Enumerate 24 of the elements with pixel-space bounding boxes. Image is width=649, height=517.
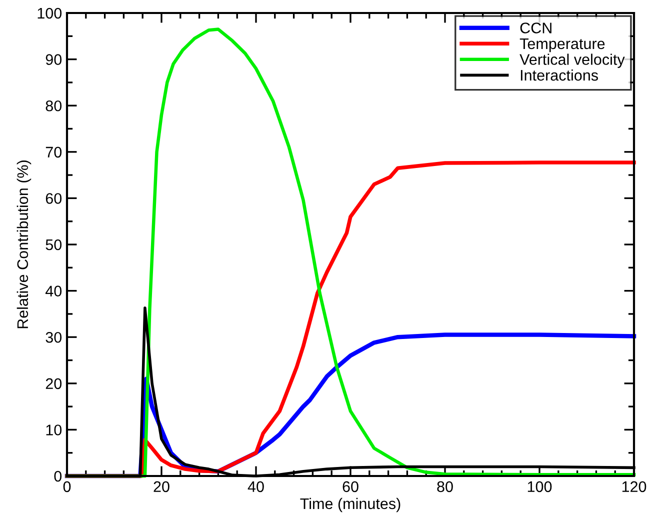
x-tick-label: 60 [342,481,358,492]
x-tick-label: 80 [437,481,453,492]
x-tick-label: 40 [248,481,264,492]
legend-label: CCN [520,22,552,34]
y-tick-label: 0 [54,470,62,482]
legend-label: Vertical velocity [520,54,625,68]
x-axis-title: Time (minutes) [300,498,400,512]
x-tick-label: 0 [63,481,71,492]
x-tick-label: 100 [528,481,552,492]
y-tick-label: 90 [46,54,62,65]
x-tick-label: 20 [154,481,170,492]
y-tick-label: 20 [46,378,62,390]
y-tick-label: 50 [46,239,62,250]
y-tick-label: 100 [38,8,62,19]
y-tick-label: 60 [46,193,62,204]
y-tick-label: 80 [46,100,62,112]
legend-label: Interactions [520,69,598,81]
y-tick-label: 40 [46,286,62,296]
y-tick-label: 10 [46,424,62,436]
y-axis-title: Relative Contribution (%) [16,160,32,328]
x-tick-label: 120 [622,481,646,492]
y-tick-label: 70 [46,146,62,158]
y-tick-label: 30 [46,332,62,343]
legend-label: Temperature [520,38,605,52]
